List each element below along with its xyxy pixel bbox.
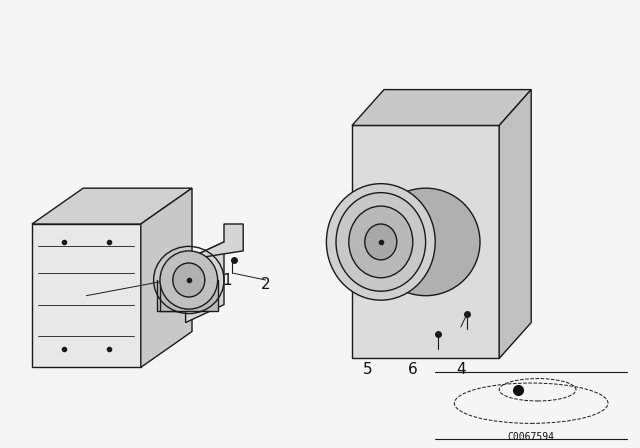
- Text: 1: 1: [222, 272, 232, 288]
- Polygon shape: [352, 125, 499, 358]
- Text: 3: 3: [164, 272, 175, 288]
- Ellipse shape: [160, 251, 218, 309]
- Ellipse shape: [371, 188, 480, 296]
- Text: 4: 4: [456, 362, 466, 377]
- Ellipse shape: [349, 206, 413, 278]
- Text: C0067594: C0067594: [508, 432, 555, 442]
- Ellipse shape: [365, 224, 397, 260]
- Ellipse shape: [336, 193, 426, 291]
- Polygon shape: [32, 224, 141, 367]
- Text: 5: 5: [363, 362, 373, 377]
- Ellipse shape: [326, 184, 435, 300]
- Text: 6: 6: [408, 362, 418, 377]
- Polygon shape: [141, 188, 192, 367]
- Polygon shape: [160, 280, 218, 311]
- Polygon shape: [32, 188, 192, 224]
- Polygon shape: [186, 242, 224, 323]
- Polygon shape: [186, 224, 243, 260]
- Polygon shape: [352, 90, 531, 125]
- Ellipse shape: [173, 263, 205, 297]
- Text: 2: 2: [260, 277, 271, 292]
- Polygon shape: [499, 90, 531, 358]
